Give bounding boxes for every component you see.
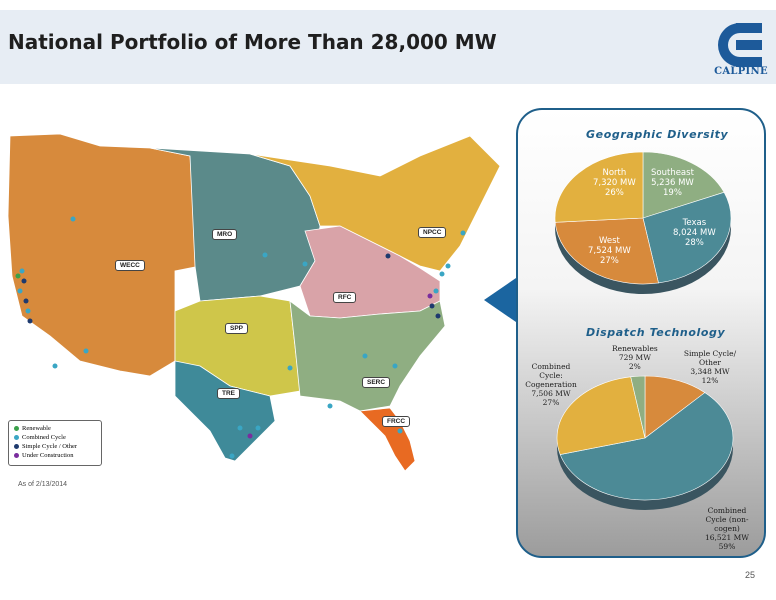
page-number: 25 (745, 570, 756, 580)
slice-pct: 27% (599, 256, 619, 266)
legend-label: Under Construction (22, 452, 74, 459)
pie-slice-renewables (630, 375, 646, 439)
pie-slice-texas (642, 191, 732, 284)
as-of-date: As of 2/13/2014 (18, 481, 68, 488)
dispatch-pie-chart (556, 375, 734, 510)
renewable-dot-icon (14, 426, 19, 432)
slice-mw: 16,521 MW (704, 533, 749, 542)
logo-wordmark: CALPINE (714, 66, 768, 77)
under-construction-dot-icon (14, 453, 19, 459)
slice-name: West (598, 236, 620, 246)
region-label-serc: SERC (362, 377, 391, 388)
slice-mw: 5,236 MW (651, 178, 694, 188)
geographic-pie-chart (554, 151, 732, 294)
slice-pct: 59% (718, 542, 736, 551)
region-label-spp: SPP (225, 323, 249, 334)
pie-label-combined-cycle: Combined Cycle (non-cogen) 16,521 MW 59% (700, 506, 754, 551)
region-label-tre: TRE (217, 388, 240, 399)
slice-mw: 729 MW (618, 353, 651, 362)
title-bar (0, 10, 776, 84)
region-wecc (7, 133, 201, 377)
pie-label-renewables: Renewables 729 MW 2% (612, 344, 658, 371)
plant-markers (15, 216, 466, 459)
combined-cycle-dot-icon (14, 435, 19, 441)
legend-label: Renewable (22, 425, 51, 432)
slice-name: Southeast (651, 168, 694, 178)
region-label-npcc: NPCC (418, 227, 447, 238)
slice-pct: 27% (542, 398, 560, 407)
legend-item-under-construction: Under Construction (14, 451, 73, 460)
pie-label-texas: Texas 8,024 MW 28% (673, 218, 716, 248)
legend-item-renewable: Renewable (14, 424, 51, 433)
region-label-wecc: WECC (115, 260, 145, 271)
region-label-frcc: FRCC (382, 416, 411, 427)
slice-name: Combined Cycle: Cogeneration (525, 362, 577, 389)
pie-label-north: North 7,320 MW 26% (593, 168, 636, 198)
pie-slice-west (554, 217, 659, 285)
pie-label-west: West 7,524 MW 27% (588, 236, 631, 266)
dispatch-technology-heading: Dispatch Technology (586, 326, 726, 339)
slice-mw: 8,024 MW (673, 228, 716, 238)
pie-slice-combined-cycle-cogeneration (556, 376, 646, 455)
region-label-mro: MRO (212, 229, 238, 240)
callout-pointer-icon (484, 278, 516, 322)
slice-pct: 12% (701, 376, 719, 385)
slice-mw: 7,320 MW (593, 178, 636, 188)
pie-label-cogeneration: Combined Cycle: Cogeneration 7,506 MW 27… (522, 362, 580, 407)
legend-item-combined-cycle: Combined Cycle (14, 433, 66, 442)
pie-slice-north (554, 151, 644, 223)
pie-label-southeast: Southeast 5,236 MW 19% (651, 168, 694, 198)
map-legend: Renewable Combined Cycle Simple Cycle / … (8, 420, 102, 466)
slice-name: North (602, 168, 627, 178)
slice-name: Combined Cycle (non-cogen) (705, 506, 749, 533)
pie-slice-combined-cycle-non-cogen- (559, 392, 734, 501)
slice-pct: 19% (663, 188, 682, 198)
slice-pct: 28% (684, 238, 704, 248)
slice-pct: 26% (604, 188, 624, 198)
slice-name: Simple Cycle/ Other (683, 349, 737, 367)
pie-slice-simple-cycle-other (644, 375, 706, 439)
pie-label-simple-cycle: Simple Cycle/ Other 3,348 MW 12% (680, 349, 740, 385)
simple-cycle-dot-icon (14, 444, 19, 450)
slice-name: Renewables (612, 344, 658, 353)
legend-item-simple-cycle: Simple Cycle / Other (14, 442, 77, 451)
calpine-logo-icon (718, 23, 762, 67)
legend-label: Combined Cycle (22, 434, 66, 441)
geographic-diversity-heading: Geographic Diversity (586, 128, 729, 141)
slice-mw: 7,524 MW (588, 246, 631, 256)
page-title: National Portfolio of More Than 28,000 M… (8, 30, 497, 54)
slice-mw: 7,506 MW (531, 389, 571, 398)
legend-label: Simple Cycle / Other (22, 443, 78, 450)
region-label-rfc: RFC (333, 292, 357, 303)
pie-slice-southeast (642, 151, 725, 219)
slice-pct: 2% (628, 362, 641, 371)
slice-mw: 3,348 MW (690, 367, 730, 376)
slice-name: Texas (682, 218, 707, 228)
